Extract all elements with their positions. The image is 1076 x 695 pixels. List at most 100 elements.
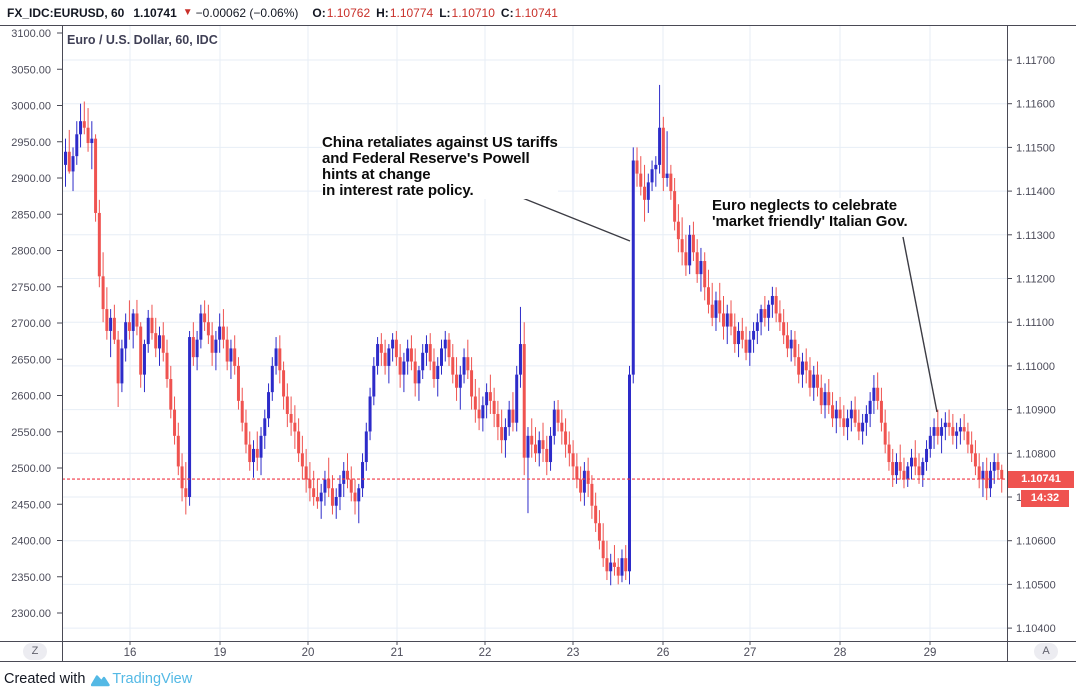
- candle-body: [142, 344, 146, 375]
- left-axis-label[interactable]: 3050.00: [11, 64, 51, 76]
- left-axis-label[interactable]: 2800.00: [11, 246, 51, 258]
- candle-body: [124, 322, 128, 349]
- left-axis-label[interactable]: 2900.00: [11, 173, 51, 185]
- candle-body: [203, 313, 207, 323]
- candle-body: [259, 435, 263, 458]
- left-axis-label[interactable]: 2500.00: [11, 463, 51, 475]
- left-axis-label[interactable]: 2750.00: [11, 282, 51, 294]
- time-axis-label[interactable]: 20: [302, 647, 315, 659]
- right-axis-label[interactable]: 1.11300: [1016, 230, 1055, 242]
- candle-body: [646, 182, 650, 200]
- left-axis-label[interactable]: 2600.00: [11, 391, 51, 403]
- last-price: 1.10741: [133, 5, 177, 20]
- candle-body: [947, 422, 951, 428]
- candle-body: [891, 462, 895, 476]
- candle-body: [609, 562, 613, 572]
- right-axis-label[interactable]: 1.11200: [1016, 274, 1055, 286]
- left-axis-label[interactable]: 3100.00: [11, 28, 51, 40]
- time-axis-label[interactable]: 16: [124, 647, 137, 659]
- time-axis-label[interactable]: 29: [924, 647, 937, 659]
- right-axis-label[interactable]: 1.11100: [1016, 317, 1054, 329]
- candle-body: [161, 335, 165, 353]
- candle-body: [906, 466, 910, 480]
- time-axis-label[interactable]: 28: [834, 647, 847, 659]
- right-axis-label[interactable]: 1.10500: [1016, 579, 1056, 591]
- candle-body: [827, 392, 831, 406]
- left-axis-label[interactable]: 2300.00: [11, 608, 51, 620]
- right-axis-label[interactable]: 1.10900: [1016, 405, 1056, 417]
- candle-body: [894, 462, 898, 476]
- candle-body: [688, 234, 692, 266]
- candle-body: [816, 374, 819, 388]
- annotation-italian-gov[interactable]: Euro neglects to celebrate 'market frien…: [712, 197, 908, 230]
- candle-body: [785, 335, 789, 349]
- candle-body: [139, 326, 143, 375]
- candle-body: [571, 453, 575, 467]
- candle-body: [669, 173, 673, 192]
- candle-body: [440, 348, 443, 366]
- right-axis-label[interactable]: 1.10400: [1016, 623, 1056, 635]
- left-axis-label[interactable]: 2400.00: [11, 536, 51, 548]
- candle-body: [376, 344, 380, 366]
- candle-body: [665, 173, 669, 178]
- down-triangle-icon: ▼: [182, 7, 193, 18]
- left-axis-label[interactable]: 3000.00: [11, 101, 51, 113]
- left-axis-label[interactable]: 2450.00: [11, 499, 51, 511]
- right-axis-label[interactable]: 1.10600: [1016, 536, 1056, 548]
- chart-area[interactable]: 3100.00 3050.00 3000.00 2950.00 2900.00 2850.…: [0, 25, 1076, 662]
- timezone-button[interactable]: Z: [23, 643, 47, 660]
- candle-body: [567, 444, 571, 454]
- time-axis-label[interactable]: 19: [214, 647, 227, 659]
- candle-body: [838, 409, 842, 419]
- annotation-china-tariffs[interactable]: China retaliates against US tariffs and …: [322, 134, 558, 199]
- left-axis-label[interactable]: 2550.00: [11, 427, 51, 439]
- candle-body: [703, 261, 707, 288]
- candle-body: [184, 488, 188, 497]
- time-axis-label[interactable]: 23: [567, 647, 580, 659]
- candle-body: [722, 313, 725, 327]
- candle-body: [64, 151, 67, 165]
- right-axis-label[interactable]: 1.11600: [1016, 99, 1055, 111]
- right-axis-label[interactable]: 1.11000: [1016, 361, 1055, 373]
- time-axis-label[interactable]: 26: [657, 647, 670, 659]
- candle-body: [255, 448, 259, 458]
- candle-body: [289, 413, 293, 423]
- candlestick-plot[interactable]: 3100.00 3050.00 3000.00 2950.00 2900.00 2850.…: [0, 25, 1076, 662]
- candle-body: [549, 435, 553, 463]
- candle-body: [902, 470, 906, 480]
- created-with-text: Created with: [4, 670, 86, 687]
- candle-body: [673, 191, 677, 222]
- candle-body: [120, 348, 124, 384]
- candle-body: [737, 330, 741, 345]
- candle-body: [883, 422, 887, 445]
- time-axis-label[interactable]: 21: [391, 647, 404, 659]
- candle-body: [973, 453, 977, 467]
- left-axis-label[interactable]: 2950.00: [11, 137, 51, 149]
- symbol-label[interactable]: FX_IDC:EURUSD, 60: [7, 5, 125, 20]
- right-axis-label[interactable]: 1.11700: [1016, 55, 1055, 67]
- candle-body: [800, 361, 804, 375]
- time-axis-label[interactable]: 22: [479, 647, 492, 659]
- right-axis-label[interactable]: 1.11500: [1016, 142, 1055, 154]
- candle-body: [131, 313, 135, 331]
- left-axis-label[interactable]: 2350.00: [11, 572, 51, 584]
- candle-body: [274, 348, 278, 366]
- left-axis-label[interactable]: 2700.00: [11, 318, 51, 330]
- candle-body: [808, 370, 812, 388]
- time-axis-label[interactable]: 27: [744, 647, 757, 659]
- candle-body: [992, 462, 996, 471]
- candle-body: [748, 339, 752, 353]
- auto-scale-button[interactable]: A: [1034, 643, 1058, 660]
- left-axis-label[interactable]: 2650.00: [11, 354, 51, 366]
- candle-body: [913, 457, 917, 467]
- left-axis-label[interactable]: 2850.00: [11, 209, 51, 221]
- right-axis-label[interactable]: 1.10800: [1016, 448, 1056, 460]
- annotation-pointer-line: [519, 196, 631, 242]
- candle-body: [477, 409, 481, 419]
- right-axis-label[interactable]: 1.11400: [1016, 186, 1055, 198]
- candle-body: [789, 339, 793, 349]
- candle-body: [797, 357, 801, 375]
- candle-body: [575, 466, 579, 480]
- candle-body: [804, 361, 808, 371]
- tradingview-brand-link[interactable]: TradingView: [112, 670, 193, 687]
